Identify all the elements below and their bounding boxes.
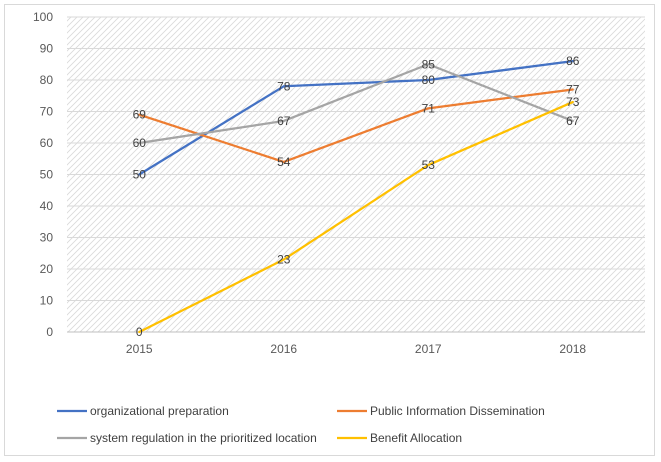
data-labels: 50 78 80 86 69 54 71 77 60 67 85 67 0 23 53 73 xyxy=(133,54,580,339)
series-line-2 xyxy=(138,88,574,164)
data-label: 0 xyxy=(136,325,143,339)
data-label: 50 xyxy=(133,168,147,182)
y-tick-label: 40 xyxy=(40,199,54,213)
x-tick-label: 2016 xyxy=(270,342,297,356)
data-label: 53 xyxy=(422,158,436,172)
series-line-3 xyxy=(138,63,574,145)
y-tick-label: 90 xyxy=(40,42,54,56)
data-label: 73 xyxy=(566,95,580,109)
y-tick-label: 10 xyxy=(40,294,54,308)
data-label: 23 xyxy=(277,253,291,267)
legend-label: system regulation in the prioritized loc… xyxy=(90,431,317,445)
legend-label: Benefit Allocation xyxy=(370,431,462,445)
data-label: 67 xyxy=(277,114,291,128)
data-label: 54 xyxy=(277,155,291,169)
y-axis-tick-labels: 0 10 20 30 40 50 60 70 80 90 100 xyxy=(33,10,53,339)
y-tick-label: 20 xyxy=(40,262,54,276)
y-tick-label: 70 xyxy=(40,105,54,119)
series-line-4 xyxy=(138,100,574,334)
y-tick-label: 0 xyxy=(46,325,53,339)
data-label: 77 xyxy=(566,82,580,96)
x-tick-label: 2015 xyxy=(126,342,153,356)
data-label: 80 xyxy=(422,73,436,87)
y-tick-label: 80 xyxy=(40,73,54,87)
series-line-1 xyxy=(138,59,574,176)
y-tick-label: 60 xyxy=(40,136,54,150)
data-label: 67 xyxy=(566,114,580,128)
data-label: 86 xyxy=(566,54,580,68)
y-tick-label: 50 xyxy=(40,168,54,182)
x-axis-tick-labels: 2015 2016 2017 2018 xyxy=(126,342,587,356)
gridlines xyxy=(67,16,645,333)
data-label: 69 xyxy=(133,108,147,122)
legend: organizational preparation Public Informa… xyxy=(57,404,545,445)
data-label: 71 xyxy=(422,101,436,115)
y-tick-label: 30 xyxy=(40,231,54,245)
data-label: 85 xyxy=(422,57,436,71)
chart-frame: 0 10 20 30 40 50 60 70 80 90 100 2015 2016 2017 2018 … xyxy=(4,4,655,456)
data-label: 60 xyxy=(133,136,147,150)
x-tick-label: 2017 xyxy=(415,342,442,356)
data-label: 78 xyxy=(277,79,291,93)
x-tick-label: 2018 xyxy=(559,342,586,356)
y-tick-label: 100 xyxy=(33,10,53,24)
legend-label: Public Information Dissemination xyxy=(370,404,545,418)
legend-label: organizational preparation xyxy=(90,404,229,418)
series-lines xyxy=(138,59,574,334)
